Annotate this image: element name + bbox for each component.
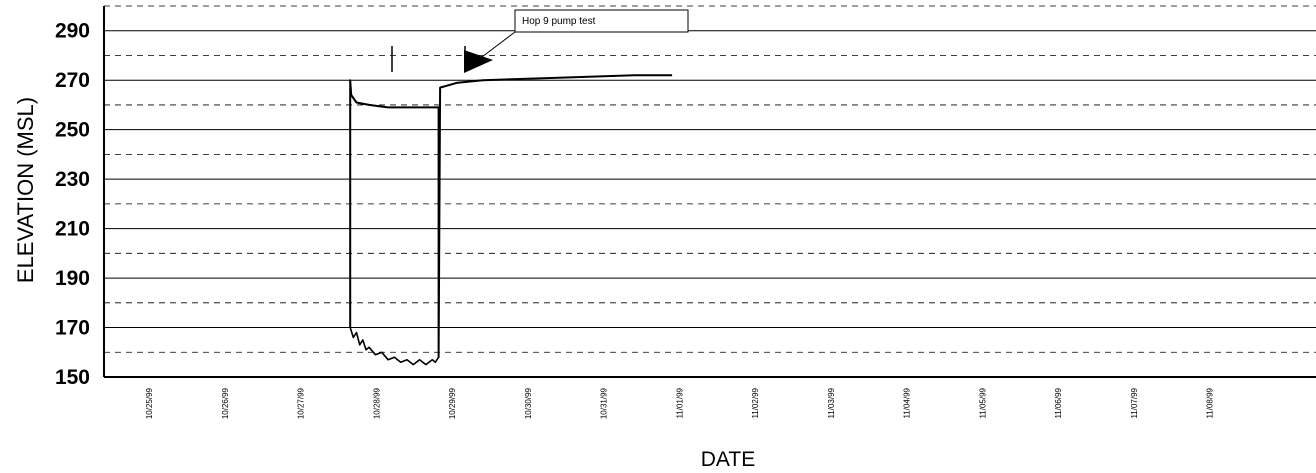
annotation-arrow-icon bbox=[464, 50, 493, 73]
y-axis-label: ELEVATION (MSL) bbox=[13, 97, 38, 283]
grid-lines bbox=[104, 5, 1316, 353]
x-tick-label: 10/26/99 bbox=[221, 387, 230, 419]
y-tick-label: 250 bbox=[55, 119, 90, 142]
x-tick-label: 11/03/99 bbox=[827, 387, 836, 418]
x-tick-label: 10/28/99 bbox=[372, 387, 381, 419]
series-line bbox=[349, 327, 440, 366]
x-tick-label: 10/27/99 bbox=[297, 387, 306, 419]
y-tick-label: 270 bbox=[55, 69, 90, 92]
y-tick-label: 170 bbox=[55, 317, 90, 340]
x-tick-label: 10/31/99 bbox=[600, 387, 609, 419]
y-tick-label: 210 bbox=[55, 218, 90, 241]
x-tick-label: 10/29/99 bbox=[448, 387, 457, 419]
annotation-text: Hop 9 pump test bbox=[522, 16, 596, 27]
x-tick-label: 11/04/99 bbox=[903, 387, 912, 418]
x-tick-label: 11/01/99 bbox=[675, 387, 684, 418]
x-tick-labels: 10/25/99 10/26/99 10/27/99 10/28/99 10/29/99… bbox=[145, 387, 1215, 419]
x-axis-label: DATE bbox=[701, 448, 755, 471]
annotation-box bbox=[514, 9, 689, 33]
x-tick-label: 10/30/99 bbox=[524, 387, 533, 419]
y-tick-label: 230 bbox=[55, 168, 90, 191]
x-tick-label: 10/25/99 bbox=[145, 387, 154, 419]
annotation: Hop 9 pump test bbox=[391, 9, 689, 73]
series-line bbox=[349, 74, 673, 359]
x-tick-label: 11/08/99 bbox=[1206, 387, 1215, 418]
y-tick-label: 150 bbox=[55, 366, 90, 389]
series-lines bbox=[349, 74, 673, 366]
x-tick-label: 11/02/99 bbox=[751, 387, 760, 418]
y-tick-labels: 150 170 190 210 230 250 270 290 bbox=[55, 20, 90, 389]
x-tick-label: 11/06/99 bbox=[1054, 387, 1063, 418]
x-tick-label: 11/05/99 bbox=[978, 387, 987, 418]
y-tick-label: 290 bbox=[55, 20, 90, 43]
annotation-leader-line bbox=[477, 31, 516, 61]
y-tick-label: 190 bbox=[55, 267, 90, 290]
x-tick-label: 11/07/99 bbox=[1130, 387, 1139, 418]
